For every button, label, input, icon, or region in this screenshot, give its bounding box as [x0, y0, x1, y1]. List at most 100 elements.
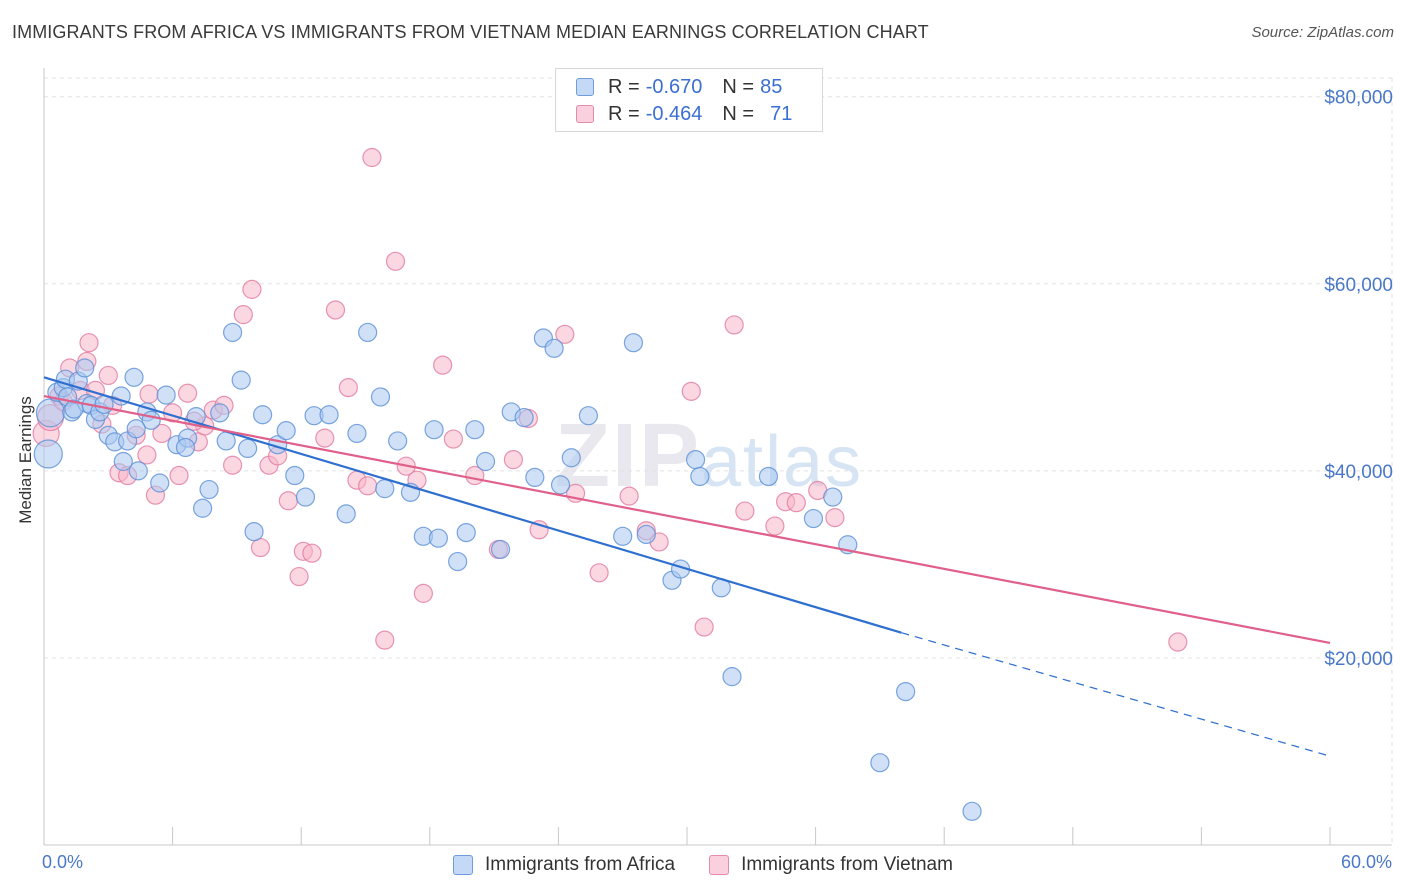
- legend-item-africa[interactable]: Immigrants from Africa: [453, 854, 675, 876]
- africa-point: [722, 667, 742, 687]
- legend-swatch-vietnam: [709, 855, 730, 875]
- vietnam-point: [825, 508, 845, 528]
- vietnam-points: [32, 147, 1188, 652]
- vietnam-point: [315, 428, 335, 448]
- africa-point: [347, 423, 367, 444]
- africa-point: [544, 338, 564, 358]
- africa-point: [231, 370, 251, 390]
- vietnam-point: [765, 516, 785, 536]
- vietnam-point: [169, 465, 189, 486]
- africa-point: [490, 539, 511, 560]
- vietnam-point: [1168, 632, 1188, 652]
- vietnam-point: [589, 563, 609, 583]
- africa-point: [244, 522, 264, 542]
- vietnam-point: [786, 493, 806, 513]
- vietnam-point: [375, 630, 395, 650]
- grid-lines: [44, 77, 1393, 845]
- africa-point: [465, 420, 485, 440]
- africa-point: [823, 487, 843, 507]
- africa-point: [126, 419, 146, 439]
- source-label: Source: ZipAtlas.com: [1251, 24, 1394, 41]
- vietnam-point: [98, 365, 118, 386]
- africa-trend-line: [43, 376, 902, 634]
- legend-item-vietnam[interactable]: Immigrants from Vietnam: [709, 854, 953, 876]
- africa-point: [561, 448, 581, 468]
- vietnam-point: [233, 305, 253, 325]
- africa-trend-extension: [901, 632, 1331, 757]
- africa-point: [238, 438, 258, 459]
- africa-point: [124, 367, 144, 387]
- legend-n-label: N =: [722, 75, 755, 98]
- legend-row-africa: R = -0.670 N = 85: [576, 74, 782, 100]
- y-tick-label-2: $60,000: [1324, 275, 1393, 296]
- africa-point: [870, 753, 890, 773]
- vietnam-point: [619, 486, 639, 506]
- africa-point: [75, 358, 95, 378]
- africa-point: [33, 439, 63, 469]
- vietnam-point: [735, 501, 755, 521]
- africa-point: [685, 450, 706, 470]
- vietnam-point: [79, 333, 99, 353]
- legend-n-label: N =: [722, 102, 755, 125]
- legend-swatch-africa: [453, 855, 474, 875]
- legend-r-value: -0.464: [645, 102, 703, 125]
- vietnam-point: [223, 455, 243, 475]
- vietnam-point: [358, 476, 378, 496]
- legend-label-africa: Immigrants from Africa: [485, 854, 676, 875]
- africa-point: [285, 465, 305, 486]
- africa-point: [550, 475, 571, 495]
- legend-n-value: 85: [760, 75, 783, 98]
- africa-point: [578, 406, 599, 426]
- vietnam-trend-line: [43, 394, 1331, 645]
- africa-point: [253, 405, 273, 425]
- vietnam-point: [694, 617, 714, 637]
- y-tick-label-1: $40,000: [1324, 462, 1393, 483]
- chart-title: IMMIGRANTS FROM AFRICA VS IMMIGRANTS FRO…: [12, 22, 929, 42]
- africa-point: [358, 322, 378, 343]
- africa-point: [156, 385, 176, 405]
- africa-point: [276, 421, 296, 441]
- y-tick-labels: $20,000 $40,000 $60,000 $80,000: [1324, 88, 1393, 670]
- series-legend: Immigrants from Africa Immigrants from V…: [0, 852, 1406, 878]
- vietnam-point: [242, 279, 262, 299]
- y-tick-label-0: $20,000: [1324, 649, 1393, 670]
- africa-point: [613, 526, 633, 546]
- africa-point: [514, 407, 534, 428]
- africa-point: [448, 551, 468, 572]
- africa-point: [896, 681, 916, 702]
- africa-point: [370, 387, 391, 407]
- africa-point: [128, 461, 148, 481]
- legend-label-vietnam: Immigrants from Vietnam: [741, 854, 953, 875]
- africa-point: [962, 801, 982, 821]
- legend-r-label: R =: [608, 75, 640, 98]
- africa-point: [375, 479, 395, 499]
- vietnam-point: [178, 383, 198, 403]
- vietnam-point: [325, 300, 346, 320]
- vietnam-point: [413, 583, 433, 603]
- vietnam-point: [503, 450, 523, 470]
- vietnam-point: [338, 378, 358, 398]
- africa-point: [193, 498, 213, 518]
- africa-point: [319, 405, 339, 425]
- y-axis-label: Median Earnings: [16, 396, 35, 524]
- vietnam-point: [681, 381, 701, 401]
- legend-r-label: R =: [608, 102, 640, 125]
- africa-points: [33, 322, 982, 821]
- trend-lines: [43, 376, 1331, 757]
- africa-point: [175, 437, 196, 458]
- vietnam-point: [152, 423, 172, 444]
- vietnam-point: [289, 566, 309, 587]
- africa-point: [758, 466, 779, 487]
- africa-point: [295, 487, 316, 507]
- vietnam-point: [443, 429, 463, 449]
- vietnam-point: [250, 537, 271, 558]
- x-tick-min: 0.0%: [42, 852, 84, 872]
- stats-legend: R = -0.670 N = 85 R = -0.464 N = 71: [555, 68, 823, 132]
- africa-point: [636, 524, 656, 545]
- vietnam-point: [278, 491, 298, 511]
- vietnam-point: [724, 315, 744, 335]
- africa-point: [336, 504, 356, 524]
- vietnam-point: [433, 355, 453, 375]
- legend-r-value: -0.670: [645, 75, 703, 98]
- vietnam-point: [139, 384, 159, 404]
